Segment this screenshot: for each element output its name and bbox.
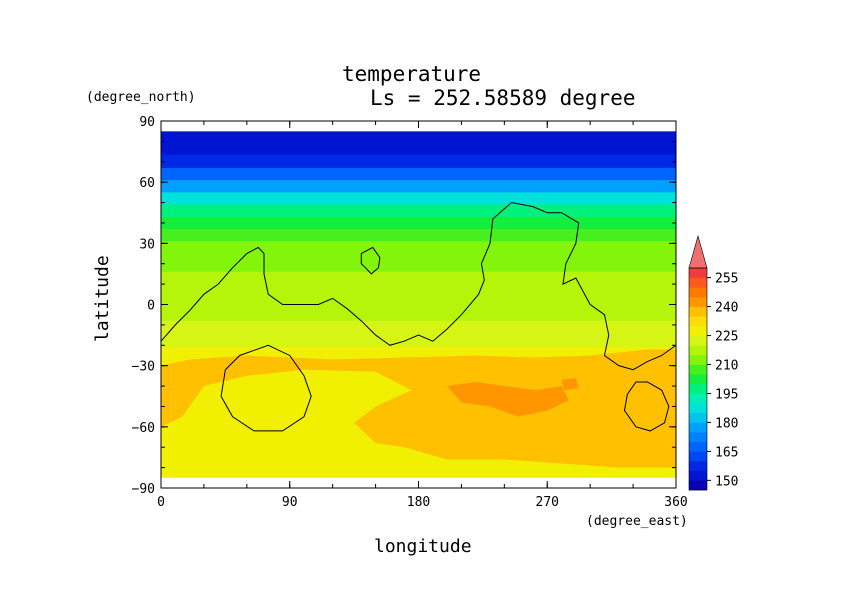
- colorbar-swatch: [689, 354, 707, 365]
- temperature-band: [161, 204, 676, 218]
- y-tick-label: 90: [139, 115, 155, 130]
- x-tick-label: 360: [664, 495, 687, 510]
- temperature-band: [161, 131, 676, 140]
- temperature-band: [161, 241, 676, 257]
- temperature-band: [161, 288, 676, 305]
- colorbar-label: 210: [715, 359, 738, 374]
- colorbar-swatch: [689, 277, 707, 288]
- colorbar-swatch: [689, 412, 707, 423]
- temperature-contour: [360, 246, 381, 275]
- colorbar-swatch: [689, 470, 707, 481]
- temperature-contour: [623, 381, 670, 432]
- temperature-band: [161, 255, 676, 273]
- y-tick-label: −90: [132, 482, 155, 497]
- temperature-band: [161, 154, 676, 169]
- colorbar-swatch: [689, 287, 707, 298]
- colorbar-swatch: [689, 316, 707, 327]
- temperature-band: [161, 229, 676, 242]
- colorbar-label: 240: [715, 301, 738, 316]
- chart-subtitle: Ls = 252.58589 degree: [370, 86, 636, 110]
- temperature-region: [447, 381, 569, 417]
- colorbar-swatch: [689, 451, 707, 462]
- colorbar-label: 150: [715, 474, 738, 489]
- y-axis-unit: (degree_north): [86, 90, 196, 105]
- x-axis-unit: (degree_east): [586, 514, 688, 529]
- colorbar-swatch: [689, 403, 707, 414]
- y-tick-label: 0: [147, 299, 155, 314]
- temperature-band: [161, 192, 676, 206]
- x-tick-label: 0: [157, 495, 165, 510]
- colorbar-swatch: [689, 422, 707, 433]
- colorbar-label: 255: [715, 272, 738, 287]
- colorbar-swatch: [689, 480, 707, 491]
- colorbar-swatch: [689, 383, 707, 394]
- temperature-contour: [220, 344, 312, 432]
- colorbar-swatch: [689, 374, 707, 385]
- x-tick-label: 270: [536, 495, 559, 510]
- temperature-band: [161, 180, 676, 193]
- y-tick-label: −30: [132, 360, 155, 375]
- colorbar-swatch: [689, 432, 707, 443]
- colorbar-label: 225: [715, 330, 738, 345]
- chart-title: temperature: [342, 62, 482, 86]
- colorbar-swatch: [689, 345, 707, 356]
- colorbar-swatch: [689, 441, 707, 452]
- temperature-band: [161, 216, 676, 230]
- colorbar-extend-arrow: [688, 234, 708, 269]
- temperature-band: [161, 139, 676, 156]
- colorbar-label: 165: [715, 445, 738, 460]
- colorbar-swatch: [689, 461, 707, 471]
- temperature-region: [161, 349, 676, 468]
- temperature-field: [161, 131, 676, 478]
- temperature-band: [161, 335, 676, 348]
- temperature-band: [161, 320, 676, 336]
- colorbar-swatch: [689, 325, 707, 336]
- colorbar-swatch: [689, 296, 707, 307]
- colorbar-swatch: [689, 393, 707, 404]
- colorbar: 255 240 225 210 195 180 165 150: [688, 234, 738, 491]
- temperature-band: [161, 466, 676, 478]
- colorbar-label: 195: [715, 387, 738, 402]
- colorbar-swatch: [689, 335, 707, 346]
- temperature-contour: [161, 202, 676, 371]
- colorbar-label: 180: [715, 416, 738, 431]
- colorbar-swatch: [689, 268, 707, 278]
- temperature-band: [161, 304, 676, 322]
- temperature-region: [561, 377, 579, 391]
- y-tick-label: 30: [139, 237, 155, 252]
- temperature-band: [161, 271, 676, 289]
- colorbar-swatch: [689, 364, 707, 375]
- y-tick-label: 60: [139, 176, 155, 191]
- x-axis-label: longitude: [374, 536, 472, 557]
- temperature-band: [161, 167, 676, 181]
- x-tick-label: 90: [282, 495, 298, 510]
- colorbar-swatch: [689, 306, 707, 317]
- x-tick-label: 180: [407, 495, 430, 510]
- y-tick-label: −60: [132, 421, 155, 436]
